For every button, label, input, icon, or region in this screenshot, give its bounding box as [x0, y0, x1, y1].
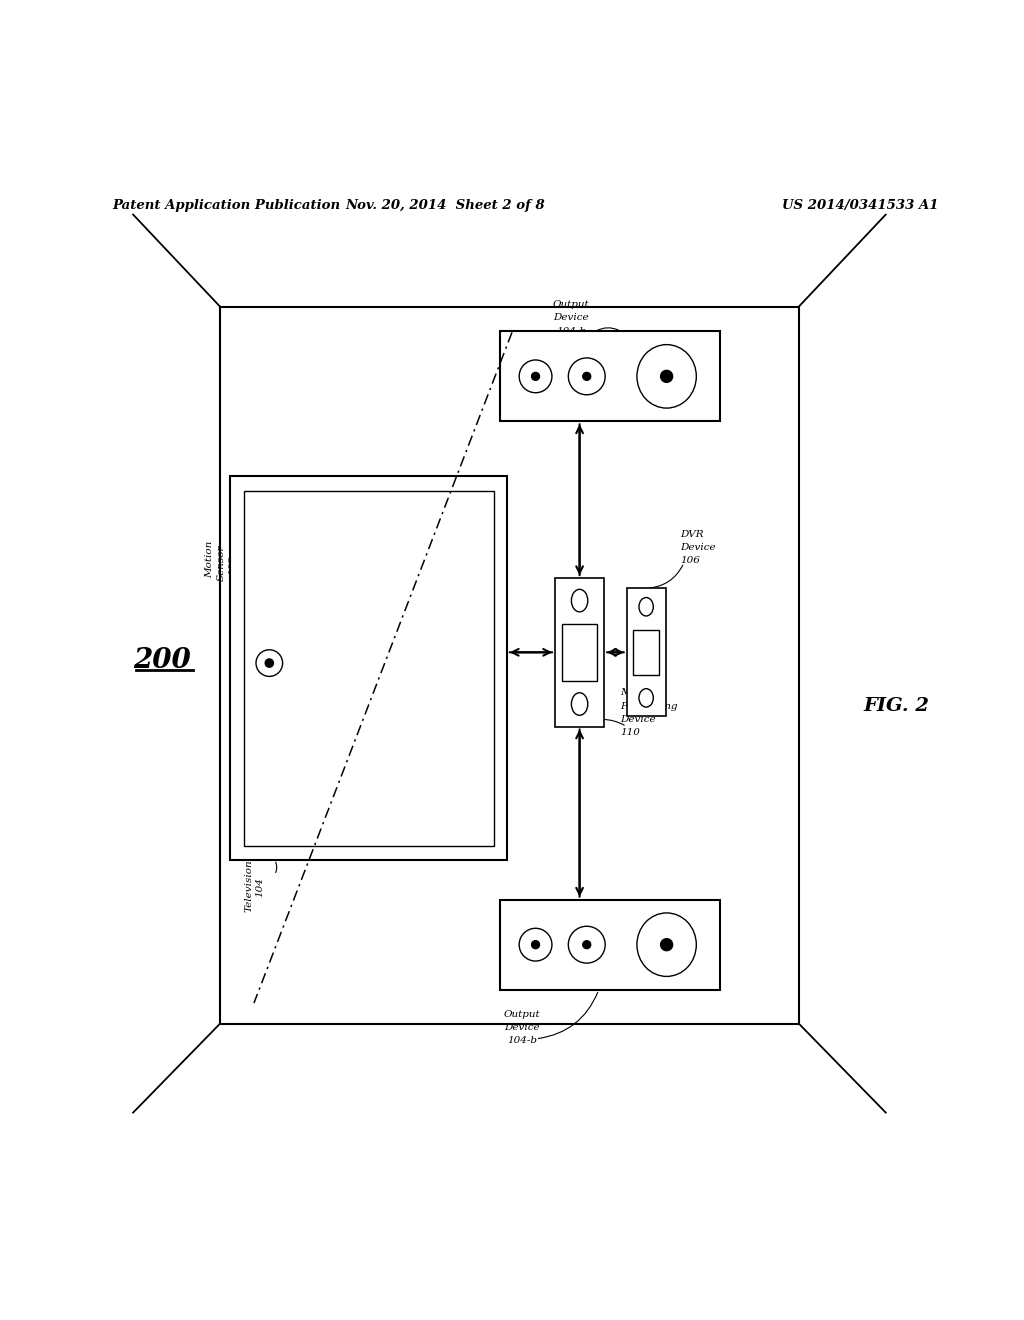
Text: 104: 104: [256, 878, 264, 898]
Text: 104-b: 104-b: [507, 1036, 538, 1045]
Circle shape: [583, 941, 591, 949]
Text: Media: Media: [621, 688, 653, 697]
Text: 106: 106: [680, 556, 699, 565]
Circle shape: [265, 659, 273, 668]
Circle shape: [568, 358, 605, 395]
Text: Device: Device: [680, 543, 716, 552]
Circle shape: [568, 927, 605, 964]
Text: Motion: Motion: [206, 541, 214, 578]
Circle shape: [531, 941, 540, 949]
Text: FIG. 2: FIG. 2: [863, 697, 929, 715]
Bar: [562, 623, 597, 681]
Circle shape: [519, 360, 552, 393]
Text: Device: Device: [621, 715, 656, 723]
Text: DVR: DVR: [680, 529, 703, 539]
Bar: [500, 900, 720, 990]
Bar: [220, 306, 799, 1023]
Text: Device: Device: [554, 313, 589, 322]
Bar: [555, 578, 604, 726]
Circle shape: [519, 928, 552, 961]
Text: Sensor: Sensor: [217, 544, 225, 581]
Bar: [500, 331, 720, 421]
Ellipse shape: [571, 693, 588, 715]
Text: US 2014/0341533 A1: US 2014/0341533 A1: [782, 199, 938, 211]
Bar: [230, 475, 507, 859]
Ellipse shape: [639, 598, 653, 616]
Bar: [627, 589, 666, 717]
Circle shape: [583, 372, 591, 380]
Text: 110: 110: [621, 729, 640, 737]
Text: 104-b: 104-b: [556, 327, 587, 335]
Circle shape: [660, 370, 673, 383]
Text: 102: 102: [228, 554, 237, 574]
Text: Television: Television: [245, 859, 253, 912]
Bar: [244, 491, 494, 846]
Circle shape: [531, 372, 540, 380]
Text: Device: Device: [505, 1023, 540, 1032]
Ellipse shape: [571, 589, 588, 612]
Text: Processing: Processing: [621, 702, 678, 710]
Text: 200: 200: [133, 647, 190, 673]
Circle shape: [660, 939, 673, 950]
Text: Output: Output: [553, 300, 590, 309]
Ellipse shape: [639, 689, 653, 708]
Text: Nov. 20, 2014  Sheet 2 of 8: Nov. 20, 2014 Sheet 2 of 8: [345, 199, 546, 211]
Circle shape: [256, 649, 283, 676]
Text: Output: Output: [504, 1010, 541, 1019]
Text: Patent Application Publication: Patent Application Publication: [113, 199, 341, 211]
Ellipse shape: [637, 913, 696, 977]
Bar: [633, 630, 659, 675]
Ellipse shape: [637, 345, 696, 408]
